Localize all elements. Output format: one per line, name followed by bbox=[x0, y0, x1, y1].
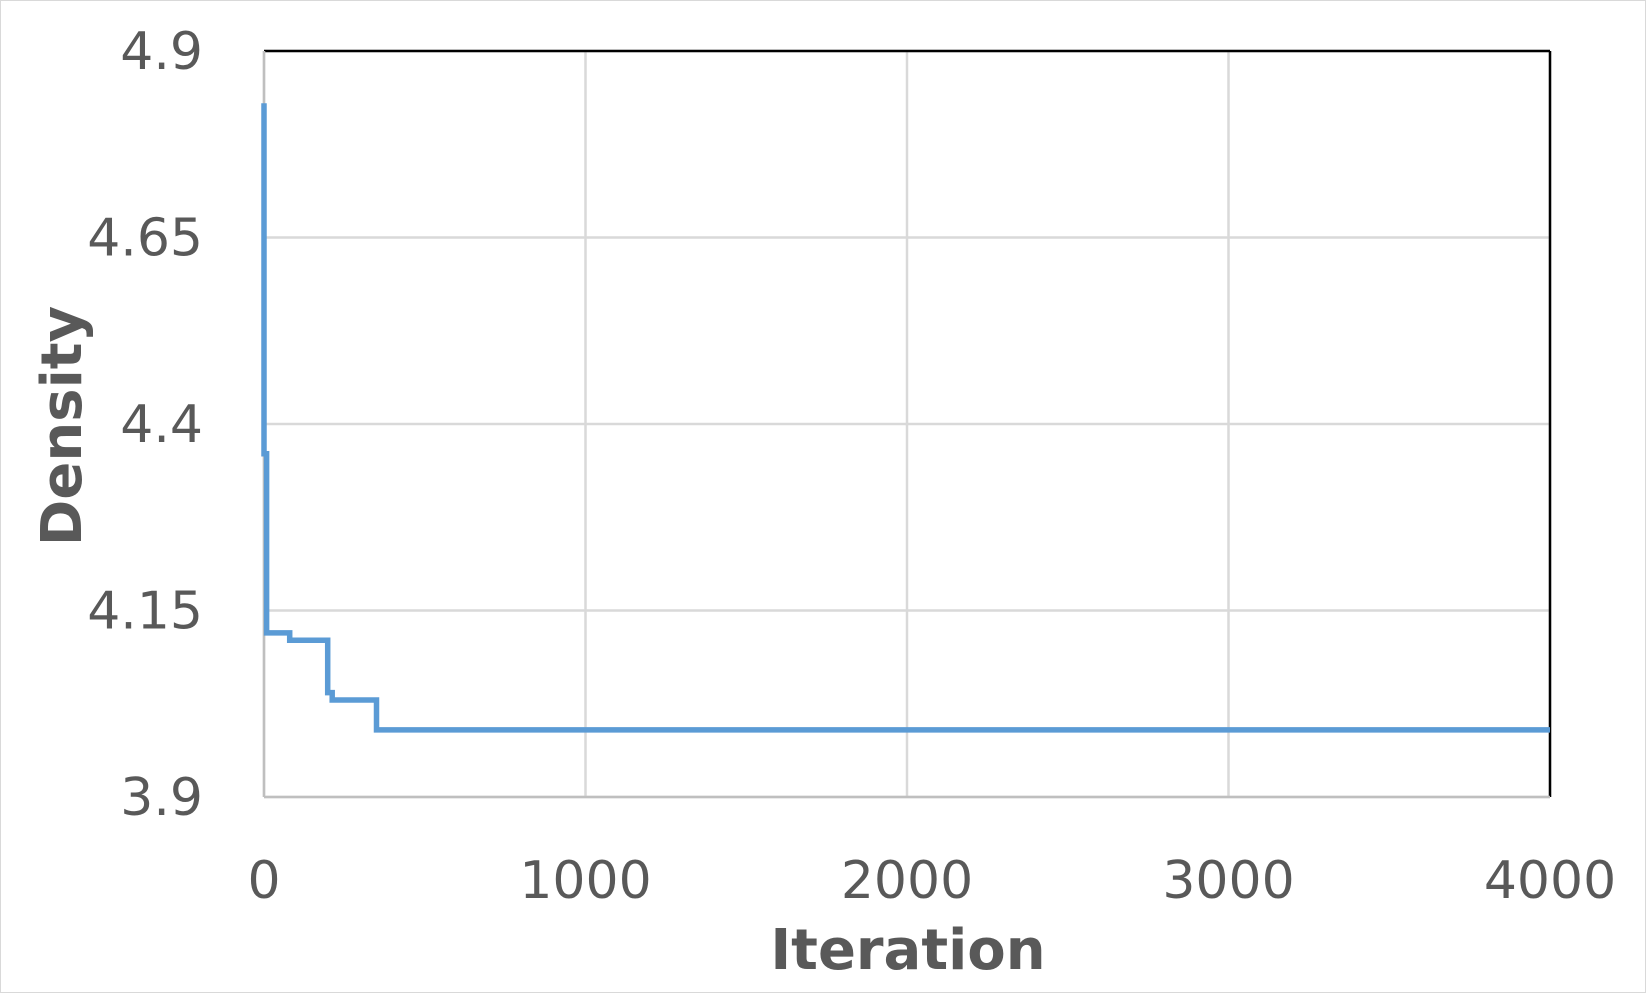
y-tick-label: 4.4 bbox=[120, 395, 203, 455]
x-tick-label: 4000 bbox=[1484, 851, 1616, 911]
x-axis-title: Iteration bbox=[770, 918, 1045, 983]
x-tick-label: 1000 bbox=[519, 851, 651, 911]
x-tick-label: 3000 bbox=[1162, 851, 1294, 911]
y-tick-label: 4.65 bbox=[87, 209, 203, 269]
x-tick-label: 2000 bbox=[841, 851, 973, 911]
density-series-line bbox=[261, 103, 1550, 733]
y-tick-label: 3.9 bbox=[120, 768, 203, 828]
y-tick-label: 4.15 bbox=[87, 582, 203, 642]
y-tick-label: 4.9 bbox=[120, 22, 203, 82]
x-tick-label: 0 bbox=[247, 851, 280, 911]
y-axis-title: Density bbox=[30, 306, 95, 546]
